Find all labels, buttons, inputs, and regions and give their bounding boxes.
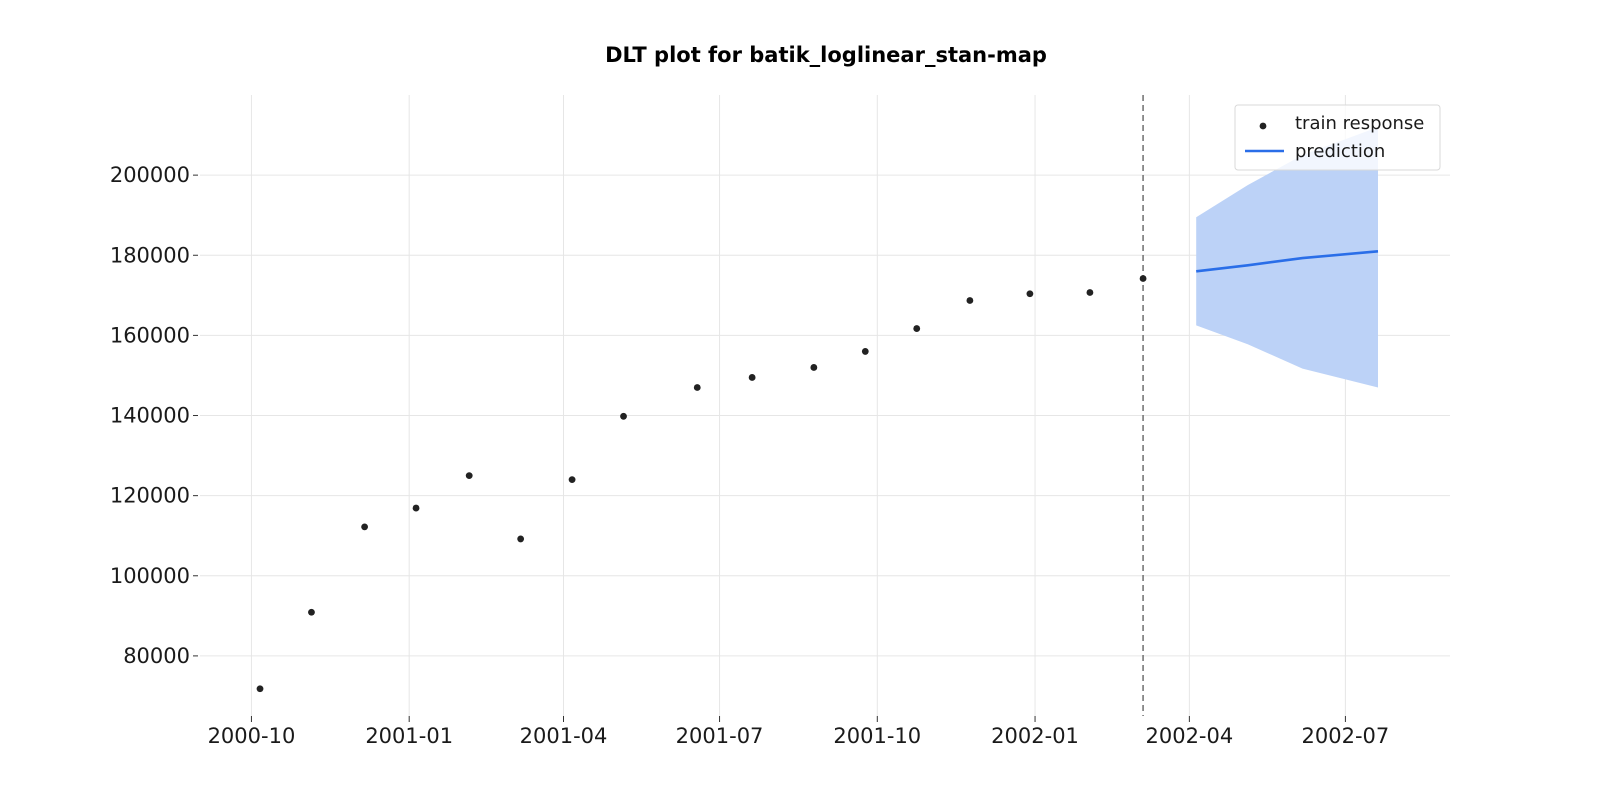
legend-marker-train-response [1259,122,1267,130]
train-response-point [568,476,576,484]
y-tick-label: 180000 [110,243,190,267]
x-tick-label: 2002-07 [1302,724,1390,748]
prediction-band-layer [1196,127,1378,388]
train-response-point [1139,275,1147,282]
y-tick-label: 100000 [110,564,190,588]
train-response-point [620,412,627,420]
train-response-point [748,374,756,381]
train-response-point [1086,289,1094,296]
train-response-point [693,384,701,391]
prediction-line [1196,250,1379,273]
train-response-point [913,325,921,332]
train-response-point [465,472,473,480]
y-tick-label: 120000 [110,484,190,508]
y-tick-label: 200000 [110,163,190,187]
prediction-line-layer [1196,250,1379,273]
train-response-point [256,685,264,693]
train-response-point [861,348,869,355]
train-response-point [966,297,974,304]
legend: train response prediction [1234,104,1441,171]
train-response-point [517,535,525,543]
x-tick-label: 2001-04 [520,724,608,748]
y-tick-label: 80000 [123,644,190,668]
x-tick-label: 2002-01 [991,724,1079,748]
train-response-point [810,364,818,371]
y-tick-label: 160000 [110,323,190,347]
axis-layer: 2000-10 2001-01 2001-04 2001-07 2001-10 2002-… [110,163,1389,748]
y-tick-label: 140000 [110,404,190,428]
chart-title: DLT plot for batik_loglinear_stan-map [605,43,1047,67]
legend-label-train-response: train response [1295,113,1424,134]
train-response-point [1026,290,1034,298]
prediction-interval-band [1196,127,1378,388]
legend-box [1234,104,1441,171]
train-response-layer [256,275,1147,693]
x-tick-label: 2002-04 [1145,724,1233,748]
train-response-point [412,504,420,512]
legend-label-prediction: prediction [1295,141,1385,162]
x-tick-label: 2001-10 [833,724,921,748]
train-response-point [361,523,369,531]
x-tick-label: 2001-07 [676,724,764,748]
train-response-point [308,608,315,616]
x-tick-label: 2001-01 [365,724,453,748]
x-tick-label: 2000-10 [208,724,296,748]
